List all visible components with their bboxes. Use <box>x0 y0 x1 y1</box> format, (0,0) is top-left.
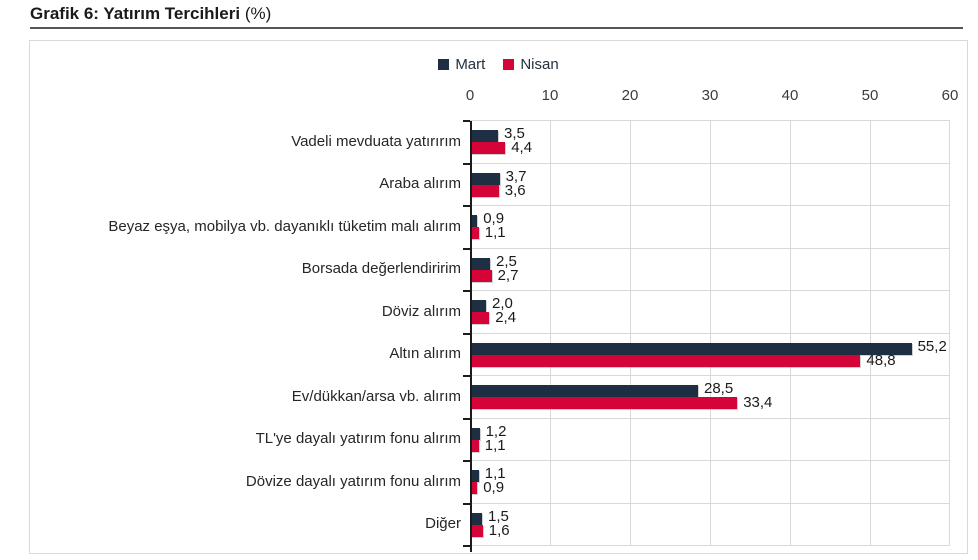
x-axis-tick-label: 30 <box>701 87 719 104</box>
x-axis-tick-label: 0 <box>465 87 475 104</box>
x-axis-tick-label: 10 <box>541 87 559 104</box>
value-label-nisan: 0,9 <box>483 479 505 496</box>
value-label-mart: 2,5 <box>496 252 517 270</box>
bar-mart <box>470 130 498 142</box>
x-axis-tick-label: 50 <box>861 87 879 104</box>
bar-row: 55,2 48,8 <box>470 334 950 376</box>
category-label: Borsada değerlendiririm <box>301 260 461 278</box>
plot-area: 3,5 4,4 3,7 3,6 0,9 1,1 2,5 2,7 2,0 2,4 55,2 48,8 28… <box>463 120 950 552</box>
vertical-gridline <box>710 121 711 546</box>
bar-nisan <box>470 482 478 494</box>
y-axis-line <box>470 121 472 552</box>
bar-row: 1,2 1,1 <box>470 419 950 461</box>
title-divider <box>30 27 963 29</box>
bar-nisan <box>470 184 499 197</box>
bar-mart <box>470 215 478 227</box>
category-label: Vadeli mevduata yatırırım <box>291 132 461 150</box>
legend-item-nisan: Nisan <box>503 56 559 73</box>
x-axis-tick-label: 60 <box>941 87 959 104</box>
category-label: Beyaz eşya, mobilya vb. dayanıklı tüketi… <box>108 217 461 235</box>
vertical-gridline <box>550 121 551 546</box>
value-label-mart: 0,9 <box>483 210 505 227</box>
value-label-nisan: 2,4 <box>495 309 517 326</box>
bar-nisan <box>470 312 490 324</box>
legend-swatch-mart <box>438 59 450 70</box>
bar-row: 3,5 4,4 <box>470 121 950 164</box>
bar-row: 3,7 3,6 <box>470 164 950 206</box>
value-label-mart: 1,2 <box>485 422 507 440</box>
value-label-nisan: 1,1 <box>484 436 506 454</box>
bar-mart <box>470 385 698 397</box>
category-label: Döviz alırım <box>381 302 461 320</box>
bar-mart <box>470 172 500 185</box>
y-axis-tick <box>463 120 470 122</box>
vertical-gridline <box>949 121 950 546</box>
category-label: Altın alırım <box>389 345 461 363</box>
legend-swatch-nisan <box>503 59 515 70</box>
x-axis-tick-label: 40 <box>781 87 799 104</box>
legend-label: Mart <box>455 56 486 73</box>
y-axis-tick <box>463 545 470 547</box>
y-axis-tick <box>463 460 470 462</box>
bar-mart <box>470 427 480 440</box>
value-label-nisan: 3,6 <box>504 181 526 199</box>
y-axis-tick <box>463 247 470 250</box>
chart-frame: Mart Nisan 0 10 20 30 40 50 60 Vadeli mevduata … <box>29 40 968 554</box>
y-axis-tick <box>463 162 470 165</box>
vertical-gridline <box>870 121 871 546</box>
category-label: Ev/dükkan/arsa vb. alırım <box>291 387 461 405</box>
value-label-mart: 2,0 <box>492 295 513 312</box>
value-label-mart: 1,1 <box>484 465 506 482</box>
chart-title-unit: (%) <box>244 4 272 23</box>
value-label-mart: 1,5 <box>488 507 509 525</box>
bar-mart <box>470 300 486 312</box>
y-axis-tick <box>463 417 470 420</box>
bar-row: 2,0 2,4 <box>470 291 950 334</box>
x-axis-tick-label: 20 <box>621 87 639 104</box>
bar-mart <box>470 470 479 482</box>
value-label-mart: 3,5 <box>504 125 525 142</box>
y-axis-tick <box>463 375 470 377</box>
legend-label: Nisan <box>520 56 559 73</box>
bar-row: 2,5 2,7 <box>470 249 950 291</box>
value-label-nisan: 1,6 <box>488 521 510 539</box>
bar-nisan <box>470 354 861 367</box>
value-label-nisan: 2,7 <box>497 266 519 284</box>
chart-title-main: Grafik 6: Yatırım Tercihleri <box>30 4 241 23</box>
y-axis-tick <box>463 290 470 292</box>
bar-row: 0,9 1,1 <box>470 206 950 249</box>
bar-mart <box>470 342 912 355</box>
chart-legend: Mart Nisan <box>30 56 967 73</box>
vertical-gridline <box>790 121 791 546</box>
category-label: Araba alırım <box>379 175 461 193</box>
y-axis-tick <box>463 205 470 207</box>
legend-item-mart: Mart <box>438 56 485 73</box>
bar-nisan <box>470 524 483 537</box>
bar-nisan <box>470 439 479 452</box>
bar-nisan <box>470 397 738 409</box>
bar-mart <box>470 257 490 270</box>
bar-nisan <box>470 142 506 154</box>
bar-nisan <box>470 227 479 239</box>
chart-title: Grafik 6: Yatırım Tercihleri (%) <box>30 4 271 24</box>
value-label-nisan: 4,4 <box>511 139 533 156</box>
value-label-nisan: 1,1 <box>484 224 506 241</box>
bar-mart <box>470 512 482 525</box>
y-axis-tick <box>463 332 470 335</box>
bar-row: 1,1 0,9 <box>470 461 950 504</box>
bar-row: 28,5 33,4 <box>470 376 950 419</box>
value-label-mart: 55,2 <box>917 337 947 355</box>
bar-nisan <box>470 269 492 282</box>
y-axis-tick <box>463 502 470 505</box>
value-label-mart: 3,7 <box>505 167 527 185</box>
category-label: Diğer <box>425 515 461 533</box>
value-label-nisan: 33,4 <box>743 394 773 411</box>
category-label: Dövize dayalı yatırım fonu alırım <box>245 472 461 490</box>
category-label: TL'ye dayalı yatırım fonu alırım <box>255 430 461 448</box>
value-label-mart: 28,5 <box>704 380 734 397</box>
value-label-nisan: 48,8 <box>866 351 896 369</box>
vertical-gridline <box>630 121 631 546</box>
bar-row: 1,5 1,6 <box>470 504 950 546</box>
